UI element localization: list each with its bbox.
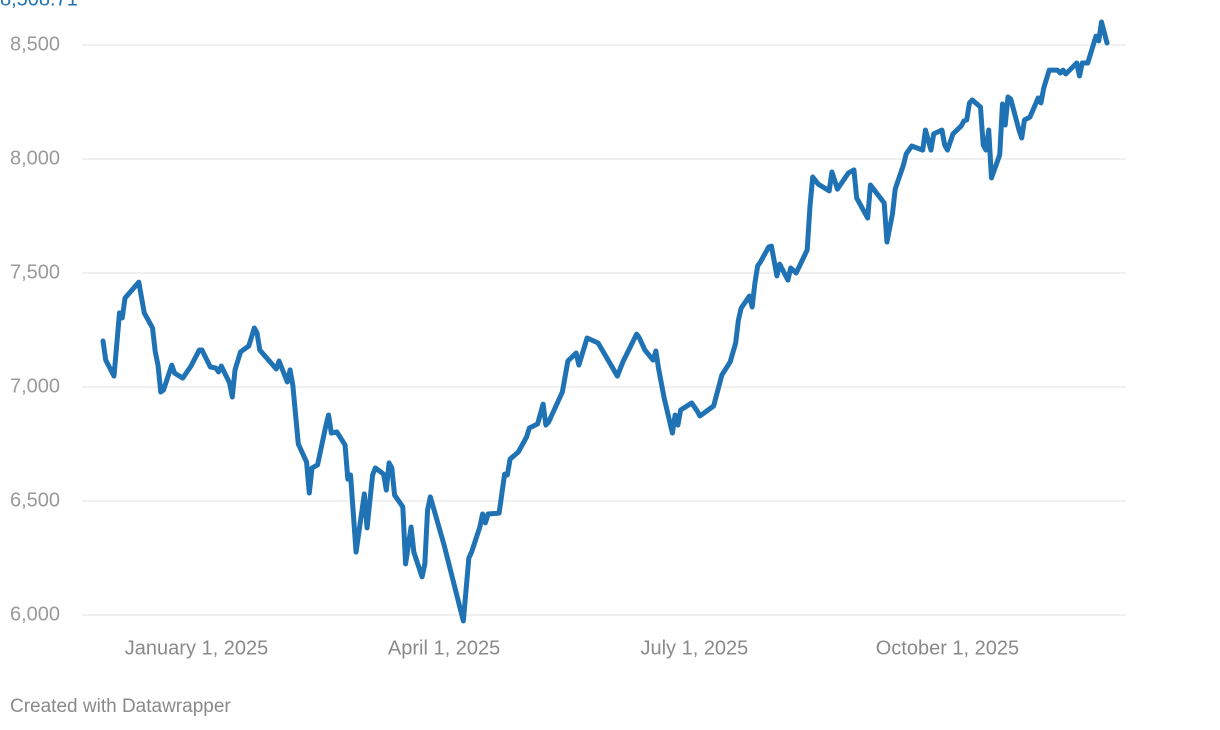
source-credit: Created with Datawrapper [10,696,231,717]
y-tick-label: 8,500 [10,33,60,55]
y-tick-label: 7,500 [10,261,60,283]
y-tick-label: 8,000 [10,147,60,169]
x-tick-label: October 1, 2025 [876,637,1019,659]
x-tick-label: July 1, 2025 [640,637,748,659]
value-label: 8,508.71 [0,0,78,10]
x-tick-label: January 1, 2025 [125,637,268,659]
price-line [100,19,1110,624]
y-tick-label: 6,000 [10,603,60,625]
y-tick-label: 7,000 [10,375,60,397]
x-tick-label: April 1, 2025 [388,637,500,659]
y-tick-label: 6,500 [10,489,60,511]
